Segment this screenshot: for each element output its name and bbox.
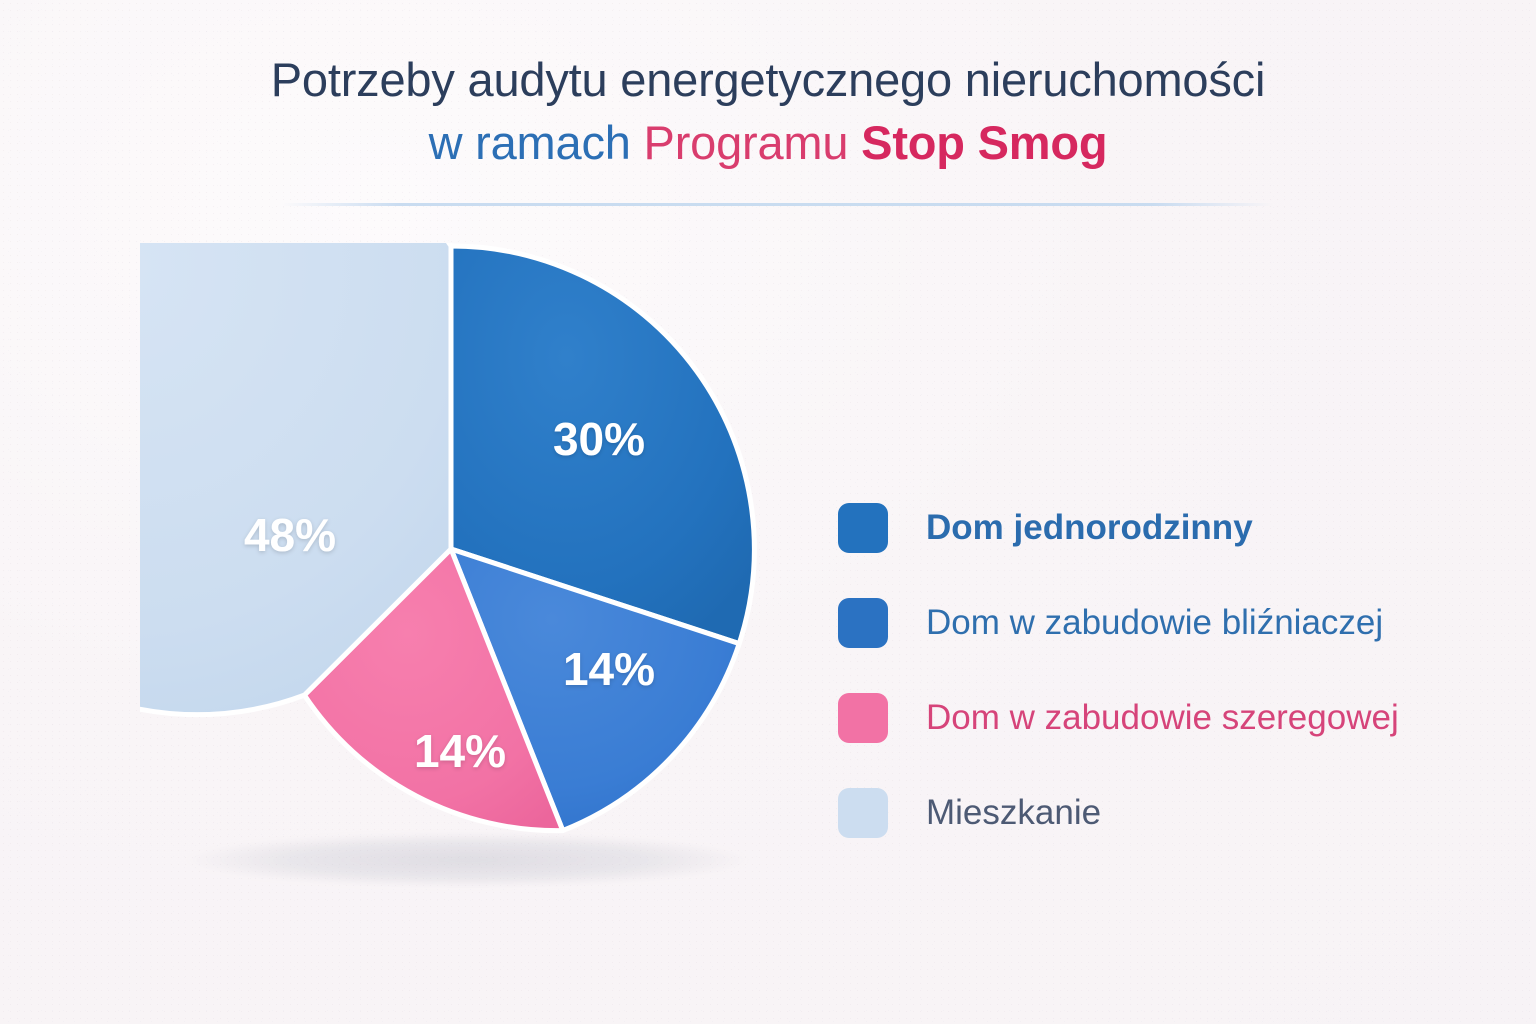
legend-item-dom-jednorodzinny[interactable]: Dom jednorodzinny: [838, 502, 1399, 554]
pie-label-dom-blizniaczej: 14%: [563, 643, 655, 695]
legend-label-mieszkanie: Mieszkanie: [926, 793, 1102, 832]
legend-item-mieszkanie[interactable]: Mieszkanie: [838, 787, 1399, 839]
pie-data-labels: 30% 14% 14% 48%: [244, 413, 655, 777]
legend-swatch-icon-dom-blizniaczej: [838, 598, 888, 648]
title-segment-stop-smog: Stop Smog: [861, 116, 1108, 169]
pie-slice-dom-jednorodzinny[interactable]: [448, 243, 757, 647]
legend-label-dom-jednorodzinny: Dom jednorodzinny: [926, 508, 1253, 547]
chart-title-line-2: w ramach Programu Stop Smog: [0, 111, 1536, 174]
legend-label-dom-szeregowej: Dom w zabudowie szeregowej: [926, 698, 1399, 737]
pie-slice-dom-blizniaczej[interactable]: [448, 546, 742, 834]
pie-chart-svg: 30% 14% 14% 48%: [140, 243, 757, 834]
legend-swatch-icon-dom-szeregowej: [838, 693, 888, 743]
pie-drop-shadow: [188, 833, 748, 887]
legend-swatch-icon-mieszkanie: [838, 788, 888, 838]
title-segment-w-ramach: w ramach: [428, 116, 644, 169]
pie-label-dom-jednorodzinny: 30%: [553, 413, 645, 465]
chart-title-block: Potrzeby audytu energetycznego nieruchom…: [0, 48, 1536, 174]
title-segment-programu: Programu: [643, 116, 862, 169]
chart-title-line-1: Potrzeby audytu energetycznego nieruchom…: [270, 53, 1266, 106]
legend-item-dom-szeregowej[interactable]: Dom w zabudowie szeregowej: [838, 692, 1399, 744]
pie-label-dom-szeregowej: 14%: [414, 725, 506, 777]
pie-slices: [140, 243, 757, 834]
title-divider: [281, 203, 1273, 206]
pie-slice-mieszkanie[interactable]: [140, 243, 454, 718]
pie-label-mieszkanie: 48%: [244, 509, 336, 561]
legend-swatch-icon-dom-jednorodzinny: [838, 503, 888, 553]
legend-item-dom-blizniaczej[interactable]: Dom w zabudowie bliźniaczej: [838, 597, 1399, 649]
pie-chart: 30% 14% 14% 48%: [140, 243, 780, 887]
legend-label-dom-blizniaczej: Dom w zabudowie bliźniaczej: [926, 603, 1384, 642]
pie-slice-dom-szeregowej[interactable]: [301, 546, 566, 834]
chart-legend: Dom jednorodzinny Dom w zabudowie bliźni…: [838, 502, 1399, 839]
